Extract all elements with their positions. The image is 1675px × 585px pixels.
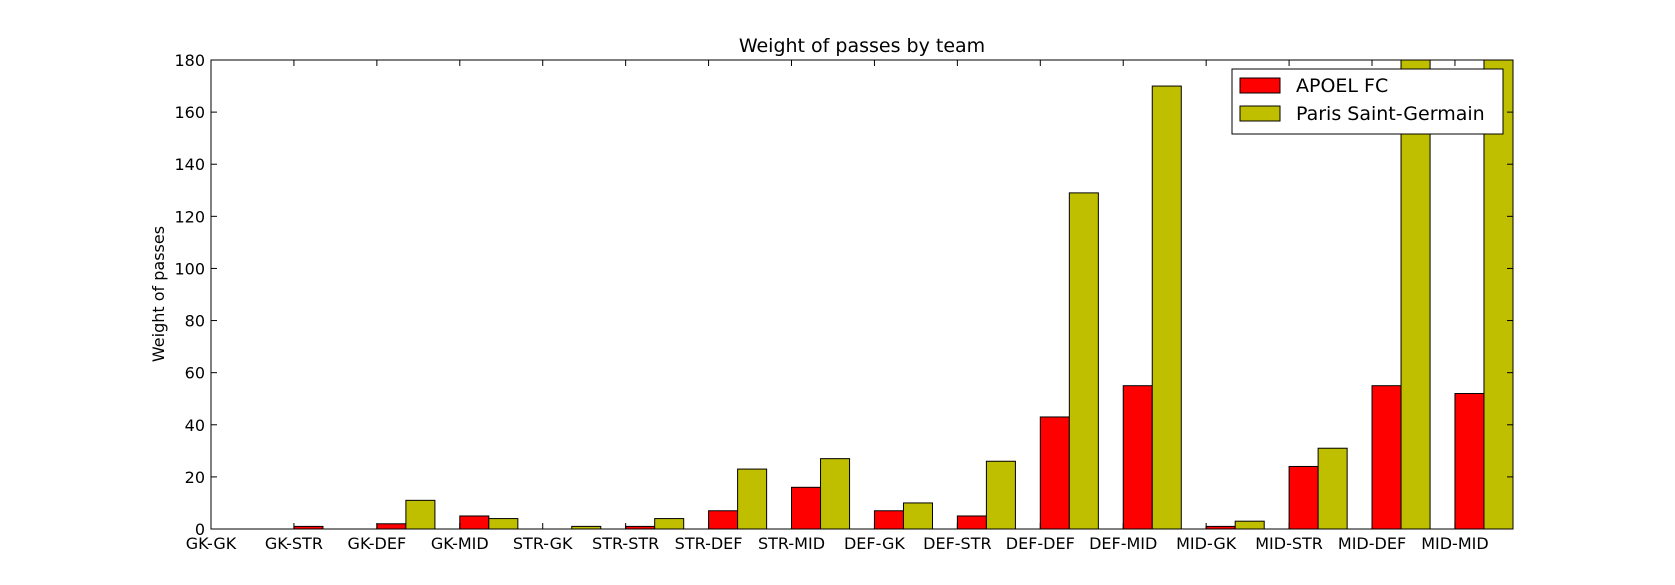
- bar-psg-gk-def: [405, 499, 436, 529]
- bar-psg-str-str: [654, 518, 685, 529]
- ticks-group: 0 20 40 60 80 100 120 140 160 180 GK-GK GK-STR GK-DE…: [174, 51, 1513, 553]
- legend-label-apoel: APOEL FC: [1296, 75, 1388, 97]
- y-tick-label: 0: [195, 520, 205, 539]
- x-tick-label: DEF-STR: [923, 534, 991, 553]
- bar-psg-str-mid: [820, 458, 851, 529]
- y-tick-label: 80: [185, 312, 205, 331]
- x-tick-label: GK-MID: [431, 534, 489, 553]
- y-tick-label: 160: [174, 103, 205, 122]
- bar-apoel-str-def: [708, 510, 739, 529]
- chart-title: Weight of passes by team: [739, 35, 985, 57]
- bar-psg-str-def: [737, 468, 768, 529]
- bar-psg-def-mid: [1151, 85, 1182, 529]
- bar-psg-def-gk: [902, 502, 933, 529]
- x-tick-label: DEF-DEF: [1006, 534, 1075, 553]
- y-tick-label: 140: [174, 155, 205, 174]
- legend-swatch-apoel: [1239, 77, 1281, 94]
- y-tick-label: 20: [185, 468, 205, 487]
- bar-psg-def-str: [985, 460, 1016, 529]
- x-tick-label: MID-GK: [1176, 534, 1237, 553]
- y-tick-label: 100: [174, 259, 205, 278]
- x-tick-label: STR-MID: [758, 534, 825, 553]
- x-tick-label: GK-GK: [186, 534, 237, 553]
- y-tick-label: 60: [185, 364, 205, 383]
- plot-frame: [210, 59, 1514, 530]
- x-tick-label: STR-GK: [513, 534, 573, 553]
- bar-psg-mid-str: [1317, 447, 1348, 529]
- bar-psg-def-def: [1068, 192, 1099, 529]
- bar-psg-mid-gk: [1234, 520, 1265, 529]
- y-tick-label: 40: [185, 416, 205, 435]
- bar-psg-str-gk: [571, 525, 602, 529]
- bar-apoel-def-mid: [1122, 385, 1153, 529]
- bar-apoel-gk-def: [376, 523, 407, 529]
- bar-apoel-def-gk: [873, 510, 904, 529]
- x-tick-label: GK-STR: [265, 534, 323, 553]
- legend-swatch-psg: [1239, 105, 1281, 122]
- x-tick-label: GK-DEF: [348, 534, 407, 553]
- bar-apoel-def-def: [1039, 416, 1070, 529]
- bar-apoel-mid-str: [1288, 465, 1319, 529]
- legend: APOEL FC Paris Saint-Germain: [1231, 68, 1504, 135]
- y-tick-label: 180: [174, 51, 205, 70]
- x-tick-label: MID-MID: [1421, 534, 1488, 553]
- x-tick-label: STR-STR: [592, 534, 659, 553]
- x-tick-label: MID-DEF: [1338, 534, 1406, 553]
- x-tick-label: DEF-MID: [1089, 534, 1157, 553]
- bar-apoel-gk-mid: [459, 515, 490, 529]
- bar-apoel-str-mid: [791, 486, 822, 529]
- bar-apoel-mid-mid: [1454, 393, 1485, 529]
- legend-label-psg: Paris Saint-Germain: [1296, 103, 1485, 125]
- x-tick-label: DEF-GK: [844, 534, 905, 553]
- x-tick-label: MID-STR: [1255, 534, 1323, 553]
- x-tick-label: STR-DEF: [675, 534, 743, 553]
- y-axis-label: Weight of passes: [149, 226, 168, 362]
- y-tick-label: 120: [174, 207, 205, 226]
- bar-apoel-mid-def: [1371, 385, 1402, 529]
- bar-apoel-def-str: [956, 515, 987, 529]
- bar-psg-gk-mid: [488, 518, 519, 529]
